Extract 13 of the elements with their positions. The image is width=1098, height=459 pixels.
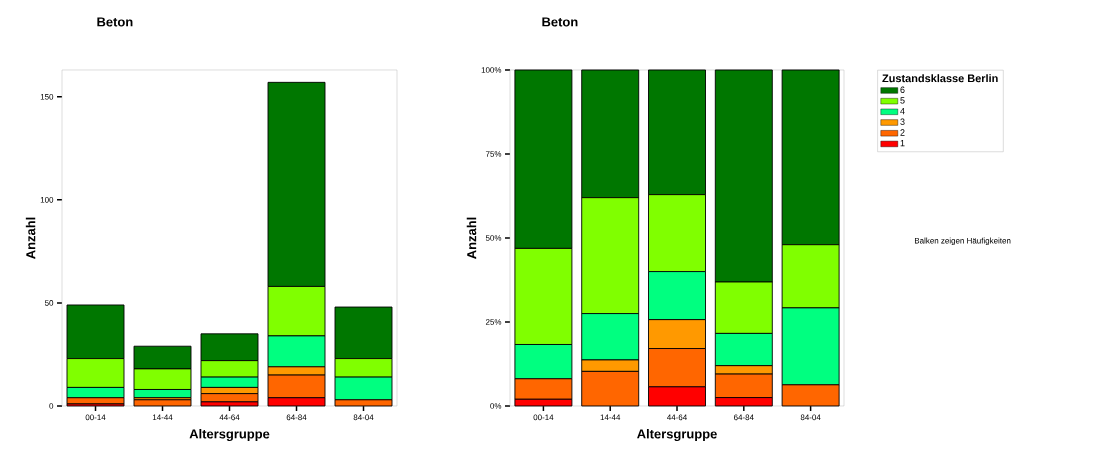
x-axis-title: Altersgruppe	[637, 428, 717, 442]
chart-title: Beton	[97, 17, 133, 27]
legend-label: 3	[900, 118, 905, 125]
chart-title: Beton	[542, 17, 578, 27]
legend-title: Zustandsklasse Berlin	[882, 74, 998, 83]
y-axis-title: Anzahl	[25, 217, 36, 259]
legend-label: 4	[900, 107, 905, 115]
legend-label: 2	[900, 129, 905, 136]
legend-label: 1	[900, 140, 905, 147]
y-axis-title: Anzahl	[466, 217, 477, 259]
legend-label: 6	[900, 86, 905, 93]
x-axis-title: Altersgruppe	[189, 428, 270, 442]
legend-label: 5	[900, 97, 905, 104]
